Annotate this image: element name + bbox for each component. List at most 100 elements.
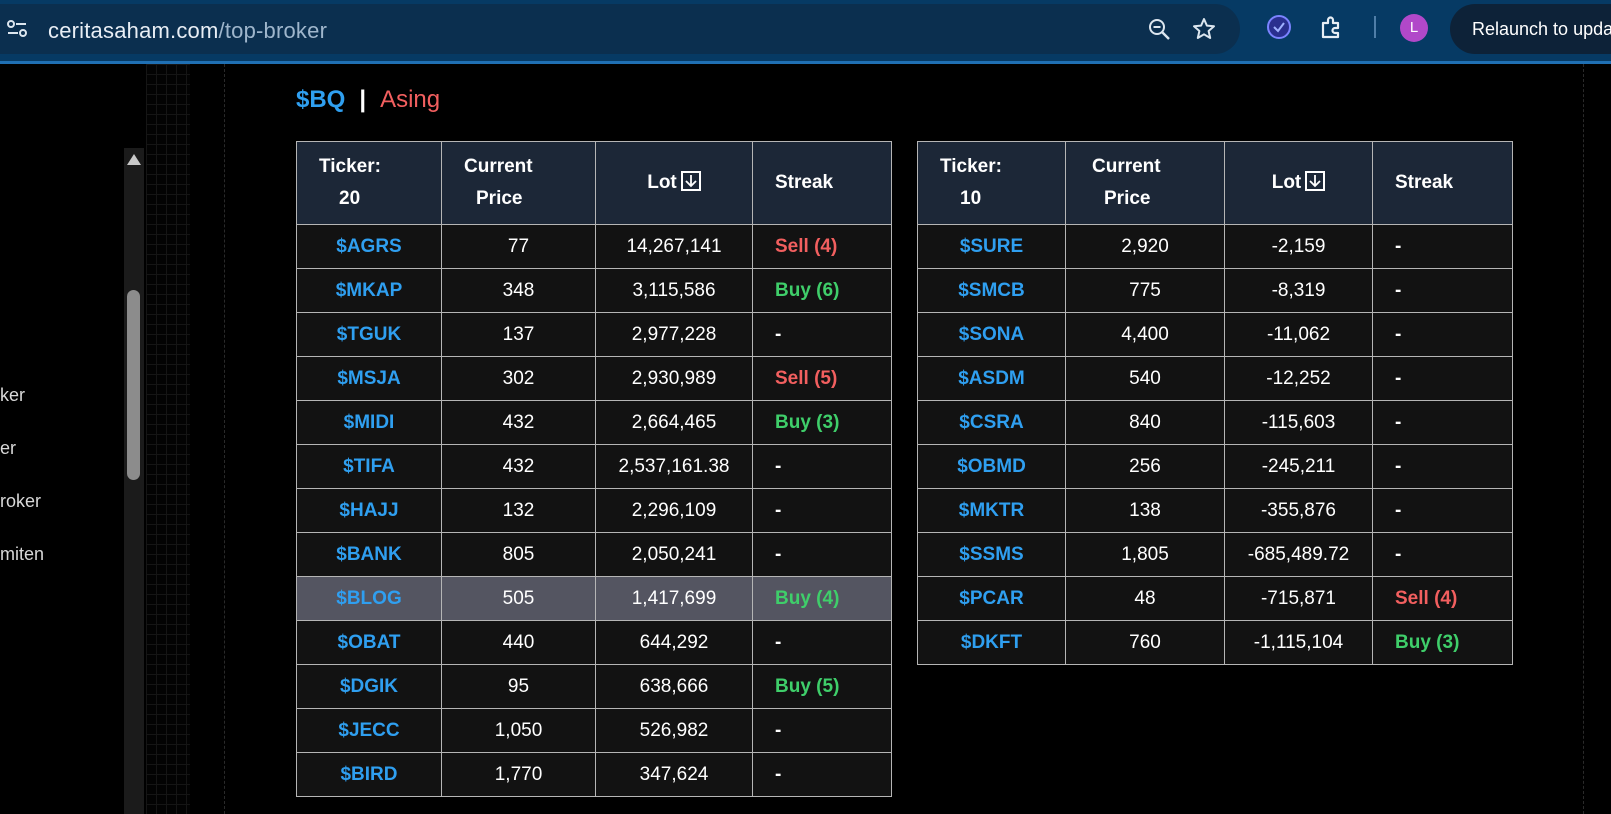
sidebar-item-1[interactable]: ker bbox=[0, 385, 26, 405]
lot-cell: -715,871 bbox=[1224, 576, 1373, 621]
ticker-count: 20 bbox=[339, 188, 361, 209]
price-cell: 775 bbox=[1065, 268, 1225, 313]
table-row[interactable]: $DGIK 95 638,666 Buy (5) bbox=[296, 664, 892, 709]
address-bar[interactable]: ceritasaham.com/top-broker bbox=[0, 4, 1240, 54]
ticker-count: 10 bbox=[960, 188, 982, 209]
ticker-cell[interactable]: $BANK bbox=[296, 532, 442, 577]
ticker-cell[interactable]: $HAJJ bbox=[296, 488, 442, 533]
ticker-cell[interactable]: $SONA bbox=[917, 312, 1066, 357]
lot-cell: 14,267,141 bbox=[595, 224, 753, 269]
lot-cell: 638,666 bbox=[595, 664, 753, 709]
price-header-line1: Current bbox=[1092, 156, 1161, 177]
ticker-cell[interactable]: $SSMS bbox=[917, 532, 1066, 577]
ticker-cell[interactable]: $JECC bbox=[296, 708, 442, 753]
sort-descending-icon[interactable] bbox=[680, 171, 701, 191]
table-row[interactable]: $SONA 4,400 -11,062- bbox=[917, 312, 1513, 357]
scrollbar-thumb[interactable] bbox=[127, 290, 140, 480]
zoom-icon[interactable] bbox=[1147, 17, 1171, 41]
table-row[interactable]: $BIRD 1,770 347,624- bbox=[296, 752, 892, 797]
table-row[interactable]: $BLOG 505 1,417,699 Buy (4) bbox=[296, 576, 892, 621]
table-row[interactable]: $AGRS 77 14,267,141 Sell (4) bbox=[296, 224, 892, 269]
ticker-cell[interactable]: $DKFT bbox=[917, 620, 1066, 665]
ticker-cell[interactable]: $SURE bbox=[917, 224, 1066, 269]
url-text[interactable]: ceritasaham.com/top-broker bbox=[48, 18, 327, 44]
streak-cell: Buy (6) bbox=[752, 268, 892, 313]
price-cell: 805 bbox=[441, 532, 596, 577]
relaunch-button[interactable]: Relaunch to upda bbox=[1450, 4, 1611, 54]
ticker-cell[interactable]: $MIDI bbox=[296, 400, 442, 445]
table-header-row: Ticker: 20 Current Price Lot Streak bbox=[296, 141, 892, 225]
profile-avatar[interactable]: L bbox=[1400, 14, 1428, 42]
sort-descending-icon[interactable] bbox=[1305, 171, 1326, 191]
table-row[interactable]: $JECC 1,050 526,982- bbox=[296, 708, 892, 753]
ticker-cell[interactable]: $ASDM bbox=[917, 356, 1066, 401]
ticker-cell[interactable]: $DGIK bbox=[296, 664, 442, 709]
sidebar-item-4[interactable]: miten bbox=[0, 544, 45, 564]
scroll-up-arrow-icon[interactable] bbox=[127, 154, 141, 165]
streak-cell: - bbox=[1372, 268, 1513, 313]
lot-cell: -1,115,104 bbox=[1224, 620, 1373, 665]
table-row[interactable]: $PCAR 48 -715,871 Sell (4) bbox=[917, 576, 1513, 621]
table-row[interactable]: $DKFT 760 -1,115,104 Buy (3) bbox=[917, 620, 1513, 665]
table-row[interactable]: $MKAP 348 3,115,586 Buy (6) bbox=[296, 268, 892, 313]
table-row[interactable]: $OBMD 256 -245,211- bbox=[917, 444, 1513, 489]
lot-header[interactable]: Lot bbox=[1224, 141, 1373, 225]
ticker-cell[interactable]: $SMCB bbox=[917, 268, 1066, 313]
streak-cell: - bbox=[752, 708, 892, 753]
ticker-cell[interactable]: $OBMD bbox=[917, 444, 1066, 489]
ticker-cell[interactable]: $MKAP bbox=[296, 268, 442, 313]
ticker-cell[interactable]: $OBAT bbox=[296, 620, 442, 665]
lot-cell: 3,115,586 bbox=[595, 268, 753, 313]
price-cell: 302 bbox=[441, 356, 596, 401]
price-cell: 4,400 bbox=[1065, 312, 1225, 357]
sidebar-item-2[interactable]: er bbox=[0, 438, 17, 458]
table-row[interactable]: $TIFA 432 2,537,161.38- bbox=[296, 444, 892, 489]
table-row[interactable]: $OBAT 440 644,292- bbox=[296, 620, 892, 665]
price-cell: 432 bbox=[441, 400, 596, 445]
bookmark-star-icon[interactable] bbox=[1192, 17, 1216, 41]
streak-header: Streak bbox=[1372, 141, 1513, 225]
table-row[interactable]: $MIDI 432 2,664,465 Buy (3) bbox=[296, 400, 892, 445]
sidebar-item-3[interactable]: roker bbox=[0, 491, 42, 511]
lot-cell: 1,417,699 bbox=[595, 576, 753, 621]
dashed-divider-right bbox=[1583, 64, 1584, 814]
price-cell: 840 bbox=[1065, 400, 1225, 445]
lot-header[interactable]: Lot bbox=[595, 141, 753, 225]
table-row[interactable]: $SSMS 1,805 -685,489.72- bbox=[917, 532, 1513, 577]
ticker-cell[interactable]: $TGUK bbox=[296, 312, 442, 357]
table-row[interactable]: $MSJA 302 2,930,989 Sell (5) bbox=[296, 356, 892, 401]
ticker-cell[interactable]: $BIRD bbox=[296, 752, 442, 797]
ticker-cell[interactable]: $PCAR bbox=[917, 576, 1066, 621]
table-row[interactable]: $ASDM 540 -12,252- bbox=[917, 356, 1513, 401]
lot-cell: -245,211 bbox=[1224, 444, 1373, 489]
lot-cell: -11,062 bbox=[1224, 312, 1373, 357]
ticker-cell[interactable]: $CSRA bbox=[917, 400, 1066, 445]
table-row[interactable]: $MKTR 138 -355,876- bbox=[917, 488, 1513, 533]
lot-cell: 2,050,241 bbox=[595, 532, 753, 577]
streak-cell: - bbox=[752, 444, 892, 489]
streak-cell: Sell (5) bbox=[752, 356, 892, 401]
ticker-cell[interactable]: $MSJA bbox=[296, 356, 442, 401]
ticker-cell[interactable]: $TIFA bbox=[296, 444, 442, 489]
ticker-cell[interactable]: $AGRS bbox=[296, 224, 442, 269]
table-row[interactable]: $HAJJ 132 2,296,109- bbox=[296, 488, 892, 533]
site-info-icon[interactable] bbox=[6, 18, 28, 40]
streak-cell: - bbox=[1372, 224, 1513, 269]
table-row[interactable]: $SURE 2,920 -2,159- bbox=[917, 224, 1513, 269]
price-header-line1: Current bbox=[464, 156, 533, 177]
ticker-cell[interactable]: $MKTR bbox=[917, 488, 1066, 533]
ticker-cell[interactable]: $BLOG bbox=[296, 576, 442, 621]
price-header-line2: Price bbox=[1104, 188, 1151, 209]
table-row[interactable]: $BANK 805 2,050,241- bbox=[296, 532, 892, 577]
extension-check-icon[interactable] bbox=[1266, 14, 1292, 40]
dashed-divider-left bbox=[224, 64, 225, 814]
sidebar-scrollbar[interactable] bbox=[124, 148, 144, 814]
top-buy-table: Ticker: 20 Current Price Lot Streak $AGR… bbox=[296, 141, 892, 797]
table-row[interactable]: $TGUK 137 2,977,228- bbox=[296, 312, 892, 357]
extensions-puzzle-icon[interactable] bbox=[1318, 14, 1344, 40]
streak-cell: Buy (5) bbox=[752, 664, 892, 709]
table-row[interactable]: $CSRA 840 -115,603- bbox=[917, 400, 1513, 445]
streak-cell: - bbox=[1372, 312, 1513, 357]
price-header-line2: Price bbox=[476, 188, 523, 209]
table-row[interactable]: $SMCB 775 -8,319- bbox=[917, 268, 1513, 313]
